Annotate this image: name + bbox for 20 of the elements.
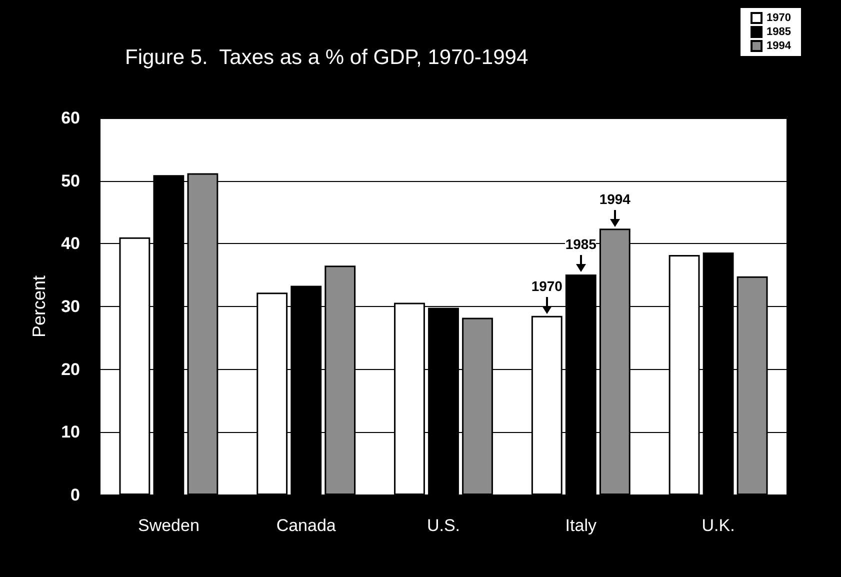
annotation: 1994 — [599, 190, 630, 207]
legend-label: 1985 — [766, 26, 792, 38]
x-tick-label: U.K. — [702, 516, 735, 535]
x-tick-label: Canada — [276, 516, 336, 535]
y-tick-label: 50 — [61, 171, 80, 190]
chart-title: Figure 5. Taxes as a % of GDP, 1970-1994 — [125, 46, 528, 69]
y-tick-label: 0 — [70, 486, 80, 504]
annotation: 1985 — [565, 236, 596, 252]
y-tick-label: 40 — [61, 234, 80, 254]
y-tick-label: 30 — [61, 297, 80, 316]
x-tick-label: Italy — [565, 516, 597, 535]
annotation: 1970 — [531, 278, 562, 294]
y-tick-label: 60 — [61, 108, 80, 128]
x-tick-label: U.S. — [426, 516, 460, 535]
y-axis-title: Percent — [29, 275, 49, 338]
x-tick-label: Sweden — [138, 516, 200, 535]
y-tick-label: 10 — [61, 422, 80, 442]
legend-label: 1970 — [766, 12, 792, 24]
legend-label: 1994 — [766, 40, 792, 52]
y-tick-label: 20 — [61, 360, 80, 379]
